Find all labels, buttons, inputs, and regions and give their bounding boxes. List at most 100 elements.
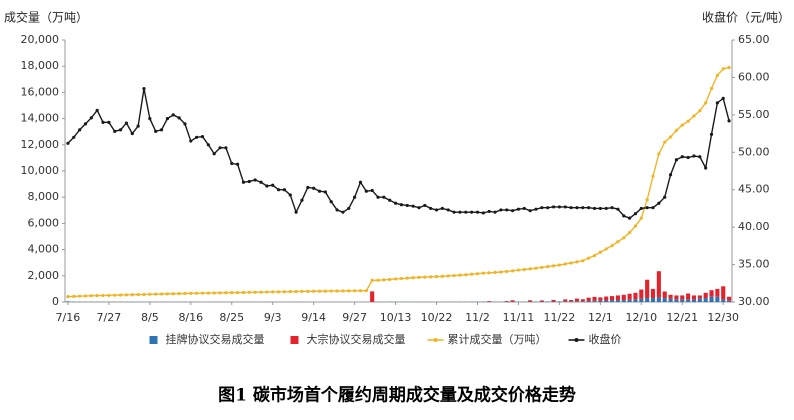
bar: [540, 300, 544, 301]
x-tick-label: 8/25: [219, 311, 244, 324]
bar: [680, 295, 684, 299]
bar: [581, 301, 585, 302]
x-tick-label: 11/22: [544, 311, 576, 324]
bar: [692, 295, 696, 299]
legend-label: 累计成交量（万吨）: [448, 332, 547, 346]
bar: [592, 297, 596, 301]
bar: [698, 295, 702, 298]
x-tick-label: 11/2: [465, 311, 490, 324]
bar: [563, 301, 567, 302]
x-tick-label: 10/13: [380, 311, 412, 324]
bar: [692, 299, 696, 302]
bar: [581, 299, 585, 301]
y-tick-label: 12,000: [21, 138, 60, 151]
bar: [604, 296, 608, 300]
bar: [669, 295, 673, 299]
bar: [370, 291, 374, 301]
bar: [663, 298, 667, 302]
bar: [715, 289, 719, 297]
bar: [528, 300, 532, 301]
legend-swatch: [150, 336, 158, 344]
bar: [639, 299, 643, 302]
bar: [587, 301, 591, 302]
x-tick-label: 12/21: [666, 311, 698, 324]
bar: [633, 293, 637, 300]
legend-swatch: [291, 336, 299, 344]
bar: [610, 300, 614, 302]
bar: [563, 299, 567, 301]
bar: [592, 301, 596, 302]
bar: [709, 290, 713, 297]
legend-dot: [575, 338, 579, 342]
bar: [598, 297, 602, 300]
bar: [639, 290, 643, 299]
bar: [616, 295, 620, 300]
x-tick-label: 8/5: [141, 311, 159, 324]
y-tick-label: 8,000: [28, 190, 60, 203]
bar: [604, 300, 608, 302]
bar: [651, 289, 655, 298]
x-tick-label: 12/30: [707, 311, 739, 324]
bar: [727, 301, 731, 302]
bar: [633, 299, 637, 302]
bar: [505, 301, 509, 302]
bar: [511, 300, 515, 301]
x-tick-label: 7/16: [56, 311, 81, 324]
bar: [487, 301, 491, 302]
legend-dot: [434, 338, 438, 342]
bar: [674, 295, 678, 299]
y-axis-title: 成交量（万吨）: [4, 10, 88, 25]
y2-tick-label: 50.00: [738, 145, 770, 158]
y-tick-label: 0: [52, 295, 59, 308]
bar: [645, 280, 649, 298]
y2-tick-label: 55.00: [738, 108, 770, 121]
bar: [674, 299, 678, 302]
y-tick-label: 4,000: [28, 243, 60, 256]
bar: [628, 300, 632, 302]
bar: [698, 299, 702, 302]
legend-label: 大宗协议交易成交量: [307, 332, 406, 346]
x-tick-label: 11/11: [503, 311, 535, 324]
line-series: [68, 89, 729, 219]
line-series: [68, 68, 729, 297]
y-tick-label: 20,000: [21, 33, 60, 46]
x-tick-label: 10/22: [421, 311, 453, 324]
y-tick-label: 14,000: [21, 112, 60, 125]
bar: [628, 294, 632, 300]
x-tick-label: 9/27: [342, 311, 367, 324]
x-tick-label: 9/14: [301, 311, 326, 324]
bar: [569, 301, 573, 302]
bar: [721, 286, 725, 299]
x-tick-label: 12/10: [625, 311, 657, 324]
bar: [686, 299, 690, 302]
y-tick-label: 18,000: [21, 59, 60, 72]
y2-axis-title: 收盘价（元/吨）: [702, 10, 790, 25]
bar: [651, 298, 655, 302]
x-tick-label: 9/3: [264, 311, 282, 324]
x-tick-label: 7/27: [97, 311, 122, 324]
bar: [616, 300, 620, 302]
bar: [645, 298, 649, 302]
y-tick-label: 2,000: [28, 269, 60, 282]
bar: [657, 271, 661, 297]
y2-tick-label: 60.00: [738, 70, 770, 83]
bar: [610, 296, 614, 300]
bar: [575, 299, 579, 302]
legend-label: 收盘价: [589, 332, 622, 346]
y2-tick-label: 45.00: [738, 183, 770, 196]
bar: [598, 301, 602, 302]
bar: [66, 301, 70, 302]
bar: [622, 300, 626, 302]
bar: [709, 297, 713, 302]
bar: [569, 300, 573, 301]
bar: [622, 295, 626, 300]
y2-tick-label: 40.00: [738, 220, 770, 233]
bar: [721, 299, 725, 302]
bar: [587, 298, 591, 301]
bar: [546, 301, 550, 302]
legend-label: 挂牌协议交易成交量: [166, 332, 265, 346]
y-tick-label: 10,000: [21, 164, 60, 177]
y2-tick-label: 30.00: [738, 295, 770, 308]
